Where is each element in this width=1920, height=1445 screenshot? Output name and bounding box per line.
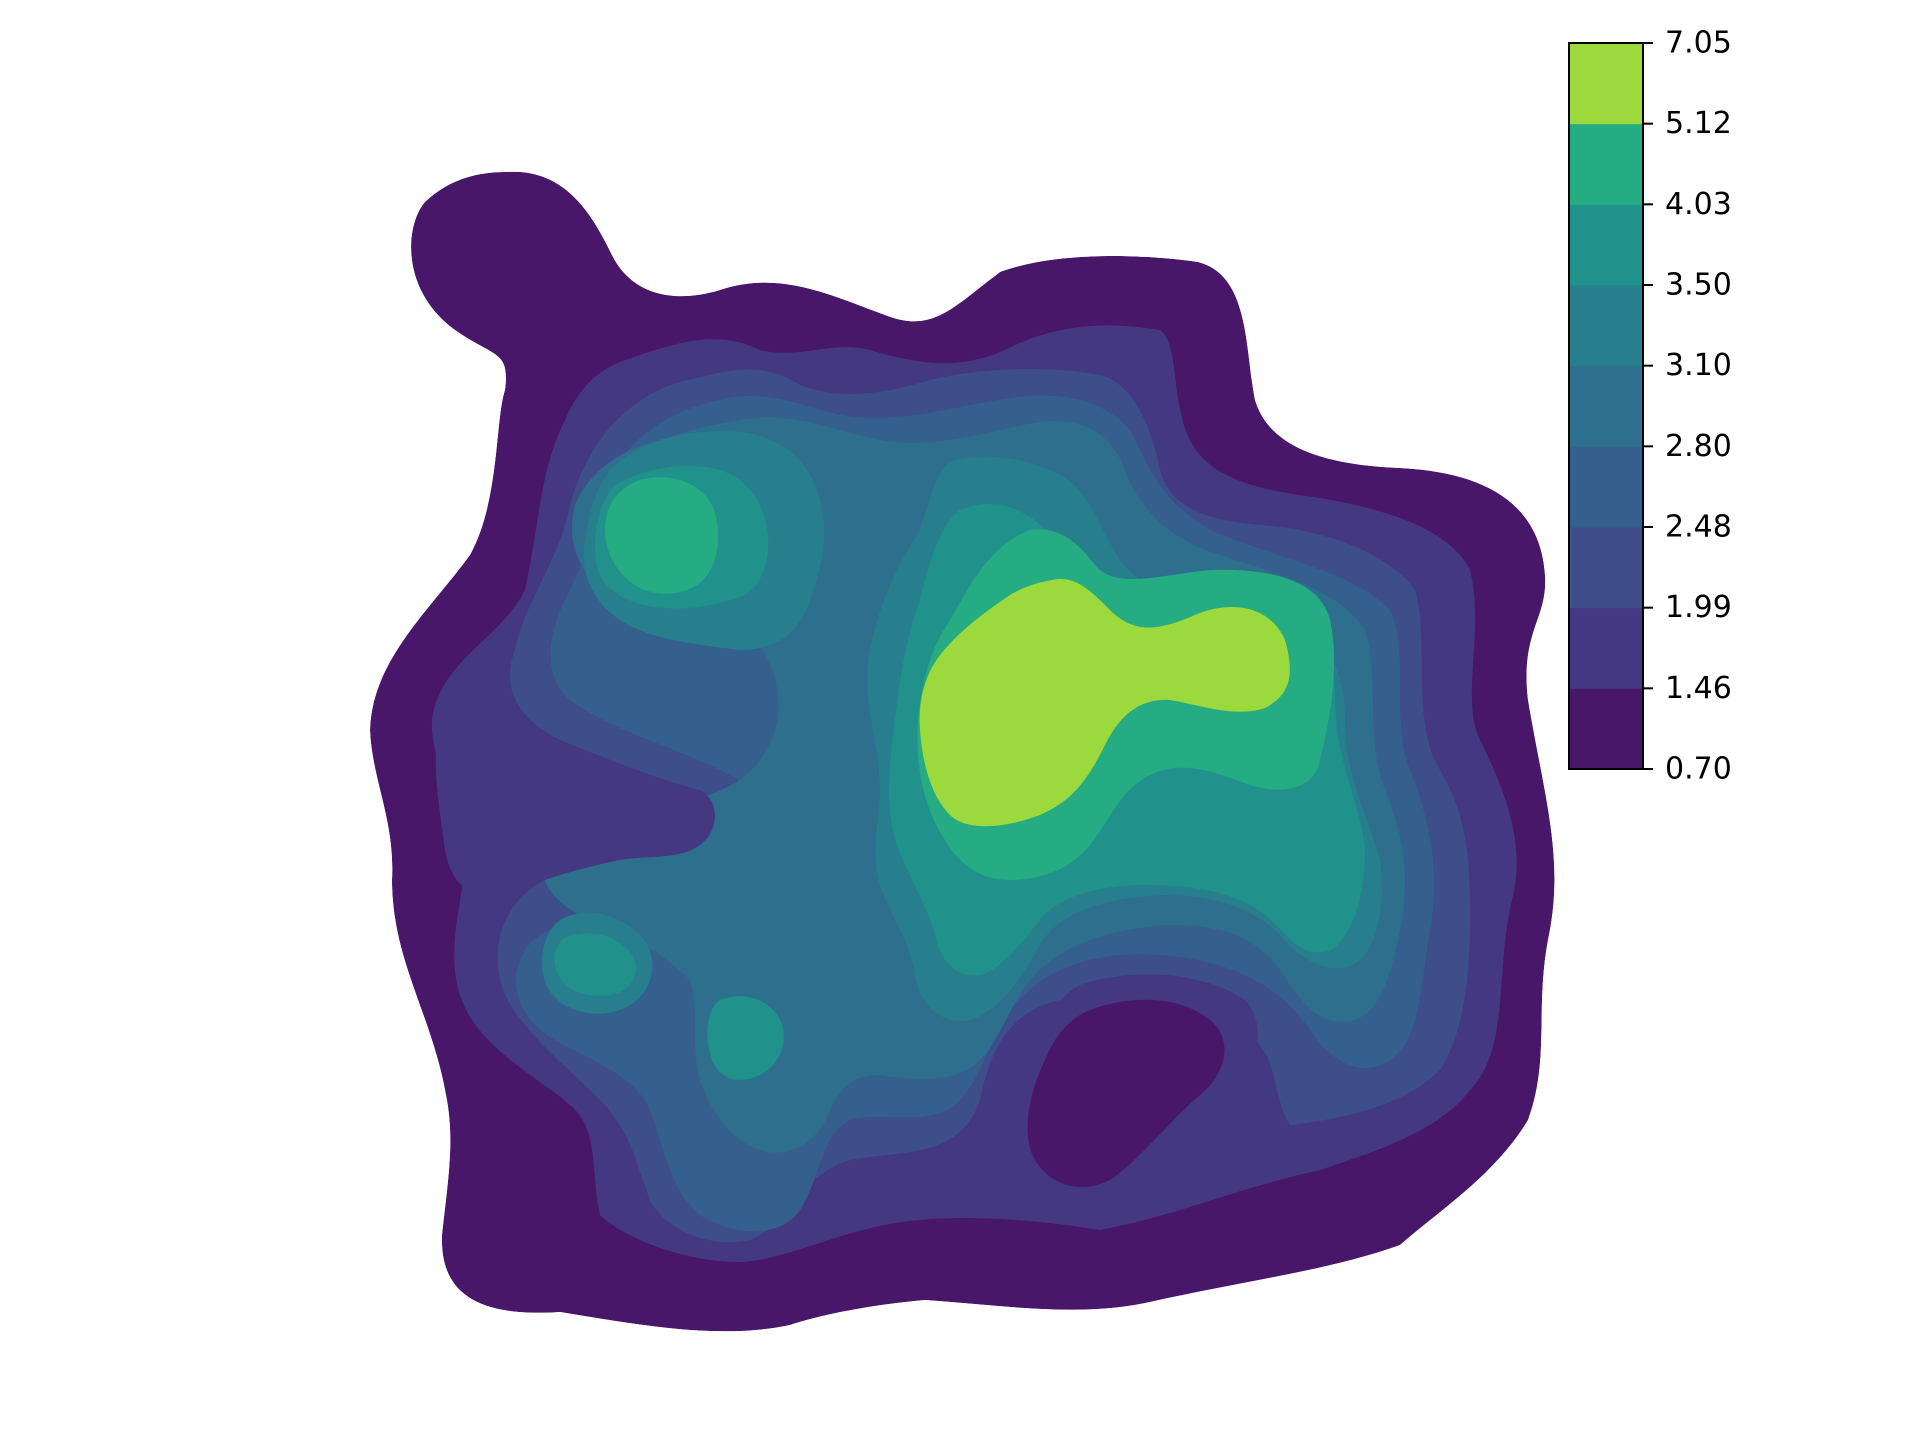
colorbar-segment (1569, 285, 1643, 367)
colorbar-tick-label: 5.12 (1665, 106, 1732, 141)
colorbar-tick-label: 3.50 (1665, 268, 1732, 303)
colorbar-segment (1569, 123, 1643, 205)
contour-depression-center (1027, 999, 1225, 1188)
colorbar-tick-label: 1.99 (1665, 590, 1732, 625)
colorbar-segment (1569, 43, 1643, 125)
colorbar-tick-label: 2.48 (1665, 510, 1732, 545)
colorbar-frame (1568, 42, 1644, 770)
colorbar-segment (1569, 688, 1643, 770)
contour-bands (370, 171, 1555, 1332)
contour-depression-left (435, 711, 715, 898)
colorbar-tick-label: 1.46 (1665, 671, 1732, 706)
colorbar-segment (1569, 527, 1643, 609)
colorbar-segment (1569, 446, 1643, 528)
contour-band-8 (919, 579, 1290, 827)
colorbar: 0.70 1.46 1.99 2.48 2.80 3.10 3.50 4.03 5.12 7.05 (1568, 26, 1732, 787)
colorbar-segment (1569, 204, 1643, 286)
colorbar-tick-label: 3.10 (1665, 348, 1732, 383)
colorbar-tick-label: 4.03 (1665, 187, 1732, 222)
colorbar-segment (1569, 607, 1643, 689)
colorbar-tick-label: 7.05 (1665, 26, 1732, 61)
colorbar-tick-label: 2.80 (1665, 429, 1732, 464)
colorbar-segment (1569, 365, 1643, 447)
colorbar-tick-label: 0.70 (1665, 752, 1732, 787)
